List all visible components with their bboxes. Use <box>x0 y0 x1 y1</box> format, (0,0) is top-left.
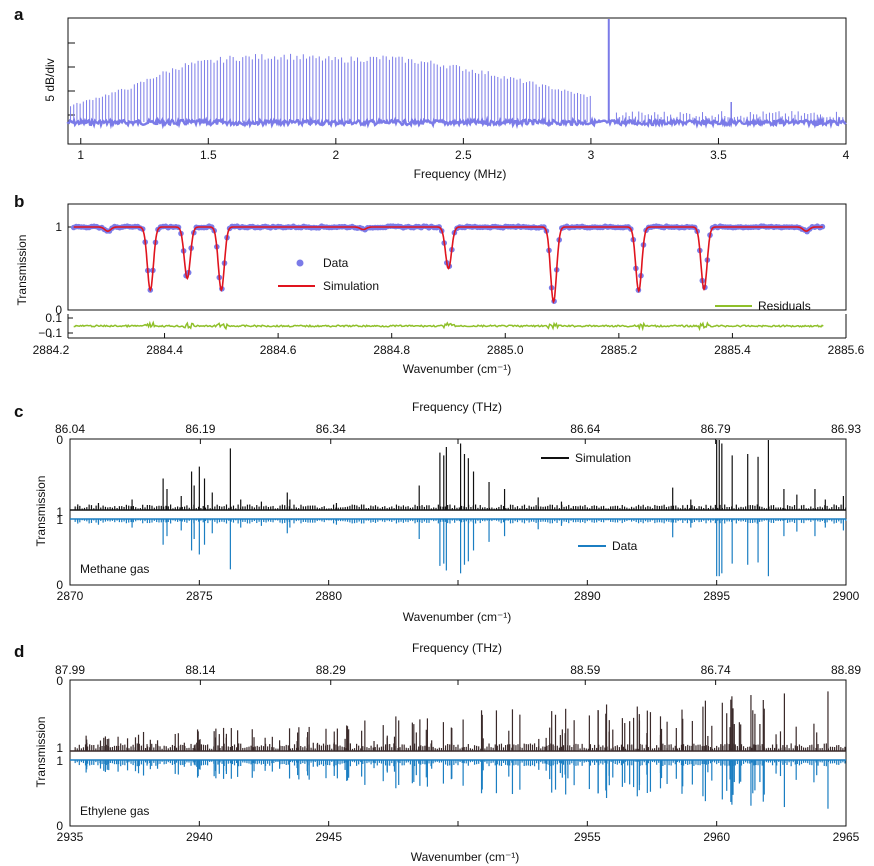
panel-b-xtick-label-6: 2885.4 <box>714 343 751 357</box>
panel-c-top-tick-label-2: 86.34 <box>316 422 346 436</box>
panel-b-ytick-1: 1 <box>55 220 62 234</box>
panel-b-residual-ytick-neg: −0.1 <box>38 326 62 340</box>
panel-b-residual-ytick-pos: 0.1 <box>45 311 62 325</box>
panel-c-ytick-lower-1: 1 <box>56 513 63 527</box>
panel-b-xtick-label-0: 2884.2 <box>33 343 70 357</box>
panel-d-xtick-label-5: 2965 <box>833 830 860 844</box>
panel-d-frame <box>69 679 847 827</box>
panel-b-plot <box>70 223 826 332</box>
panel-b-ytick-marks <box>68 226 74 334</box>
panel-letter-c: c <box>14 402 23 421</box>
panel-letter-d: d <box>14 642 24 661</box>
panel-a-xtick-label-4: 3 <box>588 148 595 162</box>
panel-d-top-axis-label: Frequency (THz) <box>412 641 502 655</box>
panel-a-xtick-label-3: 2.5 <box>455 148 472 162</box>
panel-d-ytick-lower-0: 0 <box>56 819 63 833</box>
legend-data-label: Data <box>323 256 349 270</box>
panel-letter-b: b <box>14 192 24 211</box>
panel-c-ytick-upper-1: 1 <box>56 505 63 519</box>
panel-c-xtick-label-2: 2880 <box>315 589 342 603</box>
panel-letter-a: a <box>14 5 24 24</box>
legend-data-marker <box>296 259 304 267</box>
legend-c-data-label: Data <box>612 539 638 553</box>
panel-c-xtick-label-0: 2870 <box>57 589 84 603</box>
panel-d-xtick-label-0: 2935 <box>57 830 84 844</box>
panel-d-xlabel: Wavenumber (cm⁻¹) <box>411 850 520 864</box>
panel-d-top-tick-label-5: 88.89 <box>831 663 861 677</box>
panel-b-xtick-label-3: 2884.8 <box>373 343 410 357</box>
legend-c-simulation-label: Simulation <box>575 451 631 465</box>
panel-a-frame <box>67 17 847 145</box>
panel-b-simulation-line <box>73 226 823 304</box>
panel-d-ticks: 2935 2940 2945 2955 2960 2965 87.99 88.14 88.29 8… <box>55 663 861 844</box>
panel-a-noise-floor <box>66 115 847 130</box>
panel-d-ytick-upper-1: 1 <box>56 741 63 755</box>
panel-b-ylabel: Transmission <box>15 235 29 306</box>
panel-d-ylabel: Transmission <box>34 717 48 788</box>
panel-c-ytick-upper-0: 0 <box>56 433 63 447</box>
panel-d-top-tick-label-4: 86.74 <box>701 663 731 677</box>
panel-c-frame <box>69 438 847 586</box>
panel-b-xtick-label-4: 2885.0 <box>487 343 524 357</box>
panel-d-xtick-label-3: 2955 <box>574 830 601 844</box>
panel-b-xtick-label-7: 2885.6 <box>828 343 865 357</box>
panel-a-xtick-label-6: 4 <box>843 148 850 162</box>
panel-c-xtick-label-4: 2895 <box>703 589 730 603</box>
panel-c-ytick-lower-0: 0 <box>56 578 63 592</box>
panel-c-top-axis-label: Frequency (THz) <box>412 400 502 414</box>
panel-c-top-tick-label-4: 86.79 <box>701 422 731 436</box>
panel-a-xlabel: Frequency (MHz) <box>414 167 507 181</box>
panel-c-xtick-label-1: 2875 <box>186 589 213 603</box>
panel-b-xtick-label-5: 2885.2 <box>600 343 637 357</box>
panel-b-residual-line <box>73 320 824 332</box>
panel-c-ticks: 2870 2875 2880 2890 2895 2900 86.04 86.19 86.34 8… <box>55 422 861 603</box>
panel-c-xtick-label-5: 2900 <box>833 589 860 603</box>
panel-b-xticks: 2884.2 2884.4 2884.6 2884.8 2885.0 2885.2 2885… <box>33 333 865 357</box>
panel-d-ytick-upper-0: 0 <box>56 674 63 688</box>
panel-d-top-tick-label-3: 88.59 <box>570 663 600 677</box>
panel-c-ylabel: Transmission <box>34 476 48 547</box>
panel-c-top-tick-label-1: 86.19 <box>185 422 215 436</box>
panel-d-ytick-lower-1: 1 <box>56 754 63 768</box>
panel-b-xtick-label-1: 2884.4 <box>146 343 183 357</box>
panel-c-annotation: Methane gas <box>80 562 149 576</box>
panel-b-ytick-0: 0 <box>55 303 62 317</box>
panel-c-xtick-label-3: 2890 <box>574 589 601 603</box>
panel-b-xlabel: Wavenumber (cm⁻¹) <box>403 362 512 376</box>
panel-d-top-tick-label-0: 87.99 <box>55 663 85 677</box>
panel-a-xtick-label-5: 3.5 <box>710 148 727 162</box>
panel-d-top-tick-label-1: 88.14 <box>185 663 215 677</box>
panel-d-top-tick-label-2: 88.29 <box>316 663 346 677</box>
panel-a-spectrum <box>66 19 847 130</box>
panel-b-xtick-label-2: 2884.6 <box>260 343 297 357</box>
panel-c-top-tick-label-0: 86.04 <box>55 422 85 436</box>
panel-d-plot <box>70 691 846 809</box>
panel-a-xtick-label-1: 1.5 <box>200 148 217 162</box>
panel-b-frame <box>67 203 847 311</box>
panel-d-xtick-label-2: 2945 <box>315 830 342 844</box>
panel-d-xtick-label-4: 2960 <box>703 830 730 844</box>
panel-c-top-tick-label-3: 86.64 <box>570 422 600 436</box>
panel-d-xtick-label-1: 2940 <box>186 830 213 844</box>
panel-a-xtick-label-2: 2 <box>332 148 339 162</box>
panel-a-yticks <box>68 42 75 116</box>
panel-c-plot <box>70 440 847 577</box>
legend-simulation-label: Simulation <box>323 279 379 293</box>
panel-a-ylabel: 5 dB/div <box>43 58 57 101</box>
panel-d-annotation: Ethylene gas <box>80 804 149 818</box>
panel-c-xlabel: Wavenumber (cm⁻¹) <box>403 610 512 624</box>
panel-c-top-tick-label-5: 86.93 <box>831 422 861 436</box>
legend-residuals-label: Residuals <box>758 299 811 313</box>
panel-a-xticks: 1 1.5 2 2.5 3 3.5 4 <box>77 138 850 162</box>
panel-a-xtick-label-0: 1 <box>77 148 84 162</box>
